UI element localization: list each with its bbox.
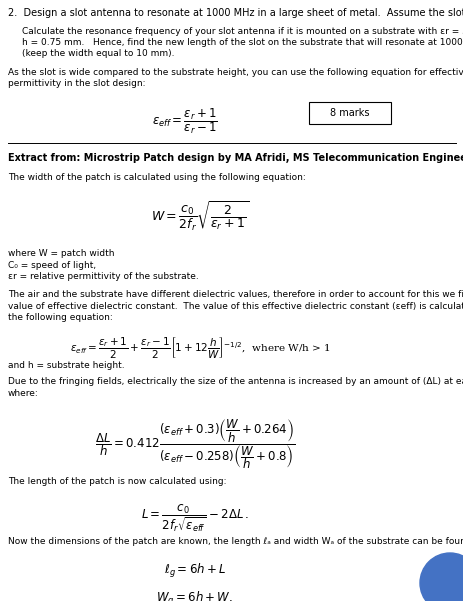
- Text: Extract from: Microstrip Patch design by MA Afridi, MS Telecommunication Enginee: Extract from: Microstrip Patch design by…: [8, 153, 463, 163]
- Text: $\varepsilon_{eff} = \dfrac{\varepsilon_r + 1}{\varepsilon_r - 1}$: $\varepsilon_{eff} = \dfrac{\varepsilon_…: [152, 106, 218, 136]
- Text: where:: where:: [8, 389, 39, 398]
- Text: The width of the patch is calculated using the following equation:: The width of the patch is calculated usi…: [8, 172, 305, 182]
- Text: $\ell_g = 6h + L$: $\ell_g = 6h + L$: [163, 561, 225, 579]
- Circle shape: [419, 553, 463, 601]
- Text: where W = patch width: where W = patch width: [8, 249, 114, 258]
- Text: $W_g = 6h + W.$: $W_g = 6h + W.$: [156, 590, 233, 601]
- Text: As the slot is wide compared to the substrate height, you can use the following : As the slot is wide compared to the subs…: [8, 68, 463, 77]
- Text: the following equation:: the following equation:: [8, 314, 113, 323]
- Text: permittivity in the slot design:: permittivity in the slot design:: [8, 79, 145, 88]
- Text: value of effective dielectric constant.  The value of this effective dielectric : value of effective dielectric constant. …: [8, 302, 463, 311]
- Text: 8 marks: 8 marks: [330, 108, 369, 118]
- Text: (keep the width equal to 10 mm).: (keep the width equal to 10 mm).: [22, 49, 174, 58]
- Text: $\dfrac{\Delta L}{h} = 0.412\dfrac{(\varepsilon_{eff}+0.3)\left(\dfrac{W}{h}+0.2: $\dfrac{\Delta L}{h} = 0.412\dfrac{(\var…: [94, 418, 294, 471]
- Text: Due to the fringing fields, electrically the size of the antenna is increased by: Due to the fringing fields, electrically…: [8, 377, 463, 386]
- Text: $W = \dfrac{c_0}{2f_r}\sqrt{\dfrac{2}{\varepsilon_r + 1}}$: $W = \dfrac{c_0}{2f_r}\sqrt{\dfrac{2}{\v…: [150, 199, 249, 233]
- Text: Now the dimensions of the patch are known, the length ℓₐ and width Wₐ of the sub: Now the dimensions of the patch are know…: [8, 537, 463, 546]
- Text: C₀ = speed of light,: C₀ = speed of light,: [8, 260, 96, 269]
- Text: $L = \dfrac{c_0}{2f_r\sqrt{\varepsilon_{eff}}} - 2\Delta L\,.$: $L = \dfrac{c_0}{2f_r\sqrt{\varepsilon_{…: [141, 502, 249, 534]
- Text: The air and the substrate have different dielectric values, therefore in order t: The air and the substrate have different…: [8, 290, 463, 299]
- Text: h = 0.75 mm.   Hence, find the new length of the slot on the substrate that will: h = 0.75 mm. Hence, find the new length …: [22, 38, 463, 47]
- FancyBboxPatch shape: [308, 102, 390, 124]
- Text: Calculate the resonance frequency of your slot antenna if it is mounted on a sub: Calculate the resonance frequency of you…: [22, 26, 463, 35]
- Text: $\varepsilon_{eff} = \dfrac{\varepsilon_r+1}{2} + \dfrac{\varepsilon_r-1}{2}\lef: $\varepsilon_{eff} = \dfrac{\varepsilon_…: [69, 336, 330, 361]
- Text: εr = relative permittivity of the substrate.: εr = relative permittivity of the substr…: [8, 272, 198, 281]
- Text: The length of the patch is now calculated using:: The length of the patch is now calculate…: [8, 478, 226, 486]
- Text: 2.  Design a slot antenna to resonate at 1000 MHz in a large sheet of metal.  As: 2. Design a slot antenna to resonate at …: [8, 8, 463, 18]
- Text: and h = substrate height.: and h = substrate height.: [8, 361, 125, 370]
